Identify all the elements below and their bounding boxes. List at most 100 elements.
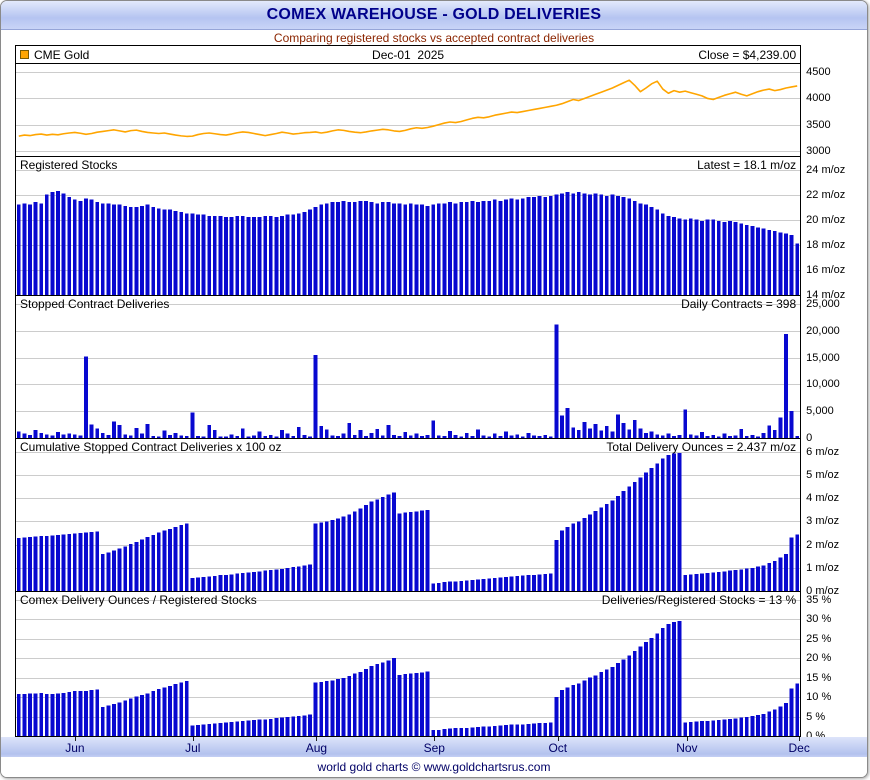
bar [515,199,520,295]
bar [660,435,665,438]
bar [296,715,301,736]
bar [207,723,212,736]
bar [218,575,223,591]
bar [705,720,710,736]
bar [358,508,363,591]
bar [112,704,116,736]
bar [504,577,508,591]
y-tick-label: 20,000 [806,324,840,337]
bar [151,534,156,591]
bar [324,681,329,736]
bar [761,565,766,591]
bar [397,203,402,295]
bar [268,434,273,438]
bar [296,213,301,295]
bar [431,729,436,736]
bar [610,667,615,736]
bar [106,705,111,736]
bar [39,692,44,736]
bar [67,197,72,295]
bar [672,435,676,438]
bar [464,727,469,736]
cme-gold-legend-label: CME Gold [34,47,90,62]
bar [134,427,139,438]
bar [168,528,172,591]
bar [285,214,290,295]
bar [520,198,525,295]
bar [235,573,240,591]
page-title: COMEX WAREHOUSE - GOLD DELIVERIES [266,6,602,23]
bar [543,722,548,736]
bar [565,407,570,438]
bar [173,210,178,295]
bar [431,420,436,438]
bar [632,481,637,591]
bar [784,334,788,438]
bar [470,200,475,295]
bar [33,202,38,295]
bar [296,566,301,591]
chart-area: CME Gold Dec-01 2025 Close = $4,239.00 3… [1,45,867,742]
bar [604,669,609,736]
bar [196,725,200,736]
bar [688,218,693,295]
bar [168,209,172,295]
bar [795,683,800,736]
month-label: Sep [423,741,445,755]
bar [795,243,800,295]
bar [716,720,721,736]
bar [184,435,189,438]
bar [386,660,391,736]
bar [784,233,788,295]
bar [739,717,744,736]
bar [571,193,576,295]
bar [526,723,531,736]
y-tick-label: 25 % [806,632,832,645]
bar [705,219,710,295]
bar [655,434,660,438]
registered-stocks-plot: Registered Stocks Latest = 18.1 m/oz [15,156,802,296]
bar [414,672,419,736]
bar [722,222,727,295]
bar [319,426,324,438]
delivery-ratio-chart [16,600,800,736]
bar [728,220,732,295]
bar [50,192,55,295]
bar [106,203,111,295]
bar [246,217,251,295]
bar [61,693,66,736]
bar [498,200,503,295]
bar [722,719,727,736]
bar [123,205,128,295]
bar [123,700,128,736]
y-tick-label: 6 m/oz [806,445,840,458]
bar [28,434,32,438]
bar [386,425,391,438]
y-tick-label: 15,000 [806,351,840,364]
bar [280,717,284,736]
bar [72,533,77,591]
bar [302,212,307,295]
bar [162,209,167,295]
bar [694,219,699,295]
bar [660,458,665,591]
bar [403,512,408,591]
bar [632,200,637,295]
month-label: Aug [305,741,328,755]
bar [235,215,240,295]
bar [347,514,352,591]
bar [184,681,189,736]
bar [526,433,531,438]
bar [84,356,88,438]
bar [464,580,469,591]
bar [599,194,604,295]
bar [705,572,710,591]
bar [593,675,598,736]
bar [95,689,100,736]
y-tick-label: 16 m/oz [806,263,846,276]
x-axis: Jun Jul Aug Sep Oct Nov Dec [1,737,867,757]
bar [560,193,564,295]
bar [28,693,32,736]
bar [22,203,27,295]
bar [649,207,654,295]
